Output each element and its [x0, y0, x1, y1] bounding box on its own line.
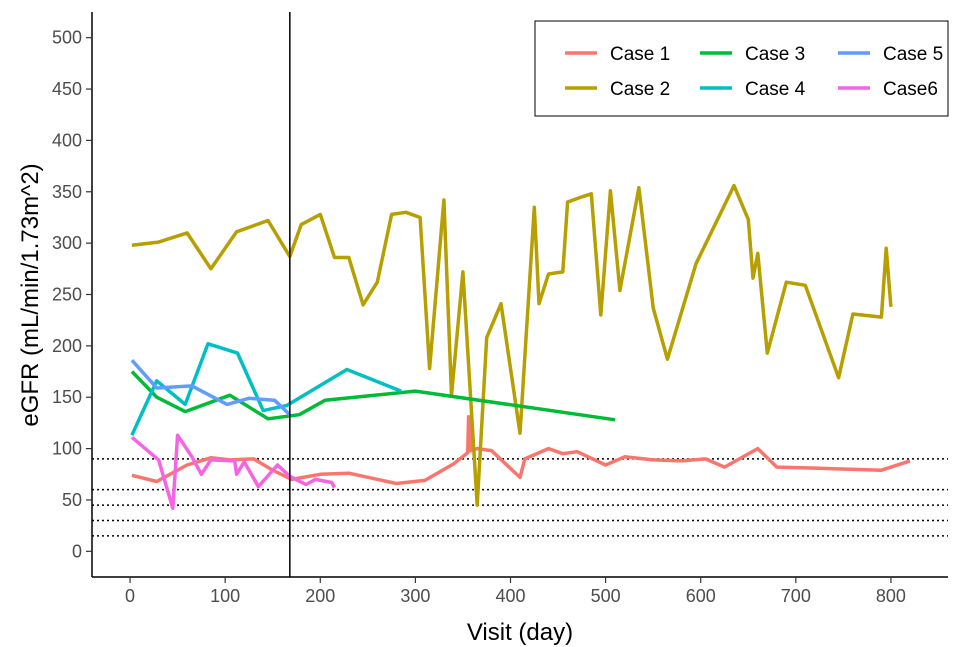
y-tick-label: 300 — [52, 233, 82, 253]
legend-label-5: Case 5 — [883, 44, 943, 65]
legend-label-6: Case6 — [883, 79, 938, 100]
legend-box — [534, 20, 949, 117]
y-tick-label: 100 — [52, 439, 82, 459]
series-layer — [130, 183, 911, 510]
x-tick-label: 200 — [305, 586, 335, 606]
x-tick-label: 600 — [686, 586, 716, 606]
y-tick-label: 350 — [52, 182, 82, 202]
legend-label-2: Case 2 — [610, 79, 670, 100]
x-ticks: 0 100 200 300 400 500 600 700 800 — [125, 577, 906, 606]
x-tick-label: 400 — [495, 586, 525, 606]
reference-lines — [92, 458, 948, 537]
legend-label-4: Case 4 — [745, 79, 806, 100]
y-tick-label: 150 — [52, 387, 82, 407]
legend-label-3: Case 3 — [745, 44, 805, 65]
series-line-6 — [130, 433, 337, 510]
y-tick-label: 0 — [72, 541, 82, 561]
y-tick-label: 400 — [52, 130, 82, 150]
series-line-3 — [130, 370, 616, 422]
x-tick-label: 100 — [210, 586, 240, 606]
y-tick-label: 250 — [52, 285, 82, 305]
x-tick-label: 500 — [591, 586, 621, 606]
x-tick-label: 300 — [400, 586, 430, 606]
y-tick-label: 450 — [52, 79, 82, 99]
legend-label-1: Case 1 — [610, 44, 670, 65]
series-line-1 — [131, 414, 911, 486]
x-tick-label: 0 — [125, 586, 135, 606]
y-axis-title: eGFR (mL/min/1.73m^2) — [17, 163, 44, 426]
x-tick-label: 800 — [876, 586, 906, 606]
series-line-5 — [130, 359, 292, 416]
series-line-4 — [130, 342, 402, 436]
y-tick-label: 200 — [52, 336, 82, 356]
y-ticks: 0 50 100 150 200 250 300 350 400 450 500 — [52, 28, 92, 561]
series-line-2 — [131, 183, 893, 507]
y-tick-label: 50 — [62, 490, 82, 510]
y-tick-label: 500 — [52, 28, 82, 48]
x-axis-title: Visit (day) — [467, 619, 573, 646]
x-tick-label: 700 — [781, 586, 811, 606]
legend: Case 1 Case 2 Case 3 Case 4 Case 5 Case6 — [534, 20, 949, 117]
